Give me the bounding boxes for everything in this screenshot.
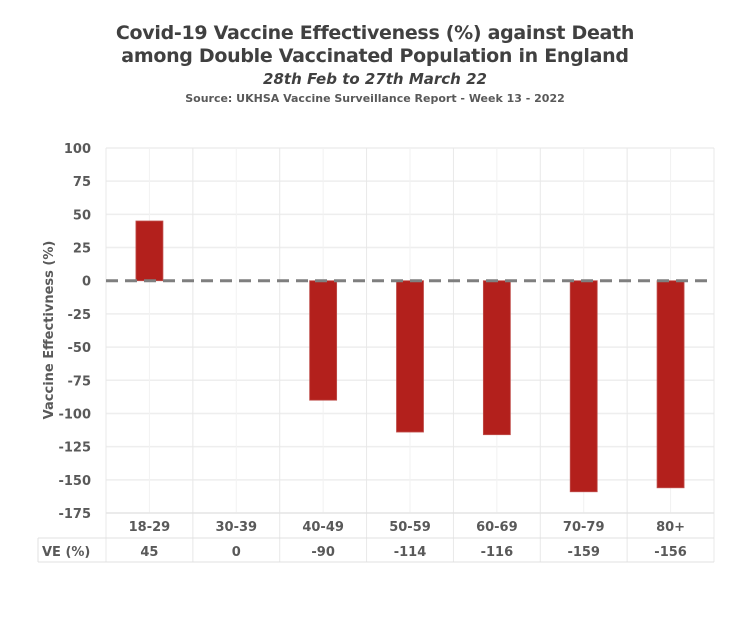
- chart-titles: Covid-19 Vaccine Effectiveness (%) again…: [0, 22, 750, 108]
- data-table: 18-29 30-39 40-49 50-59 60-69 70-79 80+ 45 0 -90 -…: [37, 512, 714, 563]
- x-tick-label: 30-39: [215, 520, 257, 535]
- y-axis-ticks: 100 75 50 25 0 -25 -50 -75 -100 -125 -150 -175: [58, 142, 91, 522]
- y-tick-label: 100: [64, 142, 91, 157]
- bars: [135, 220, 685, 493]
- y-tick-label: -175: [58, 507, 91, 522]
- y-tick-label: -125: [58, 441, 91, 456]
- chart-title: Covid-19 Vaccine Effectiveness (%) again…: [115, 22, 635, 44]
- x-tick-label: 80+: [656, 520, 685, 535]
- y-tick-label: -50: [68, 341, 92, 356]
- y-tick-label: 75: [73, 175, 91, 190]
- y-axis-label: Vaccine Effectivness (%): [42, 241, 57, 420]
- bar-40-49: [309, 280, 338, 401]
- chart-source: Source: UKHSA Vaccine Surveillance Repor…: [185, 92, 565, 105]
- bar-50-59: [396, 280, 424, 433]
- bar-18-29: [135, 220, 164, 282]
- y-tick-label: -75: [68, 374, 92, 389]
- x-tick-label: 18-29: [129, 520, 171, 535]
- y-tick-label: 0: [82, 275, 91, 290]
- bar-80+: [656, 280, 685, 489]
- y-tick-label: 25: [73, 242, 91, 257]
- bar-70-79: [569, 280, 598, 493]
- chart-subtitle: 28th Feb to 27th March 22: [263, 70, 487, 88]
- chart-title-line2: among Double Vaccinated Population in En…: [121, 45, 629, 67]
- bar-60-69: [482, 280, 511, 436]
- table-row-label: VE (%): [42, 545, 90, 560]
- data-label: -90: [311, 545, 335, 560]
- y-tick-label: 50: [73, 208, 91, 223]
- data-label: -116: [481, 545, 514, 560]
- x-tick-label: 40-49: [302, 520, 344, 535]
- y-tick-label: -25: [68, 308, 92, 323]
- x-tick-label: 60-69: [476, 520, 518, 535]
- data-label: -114: [394, 545, 427, 560]
- x-tick-label: 70-79: [563, 520, 605, 535]
- data-label: -159: [567, 545, 600, 560]
- data-label: -156: [654, 545, 687, 560]
- data-label: 0: [232, 545, 241, 560]
- x-tick-label: 50-59: [389, 520, 431, 535]
- data-label: 45: [140, 545, 158, 560]
- y-tick-label: -150: [58, 474, 91, 489]
- y-tick-label: -100: [58, 407, 91, 422]
